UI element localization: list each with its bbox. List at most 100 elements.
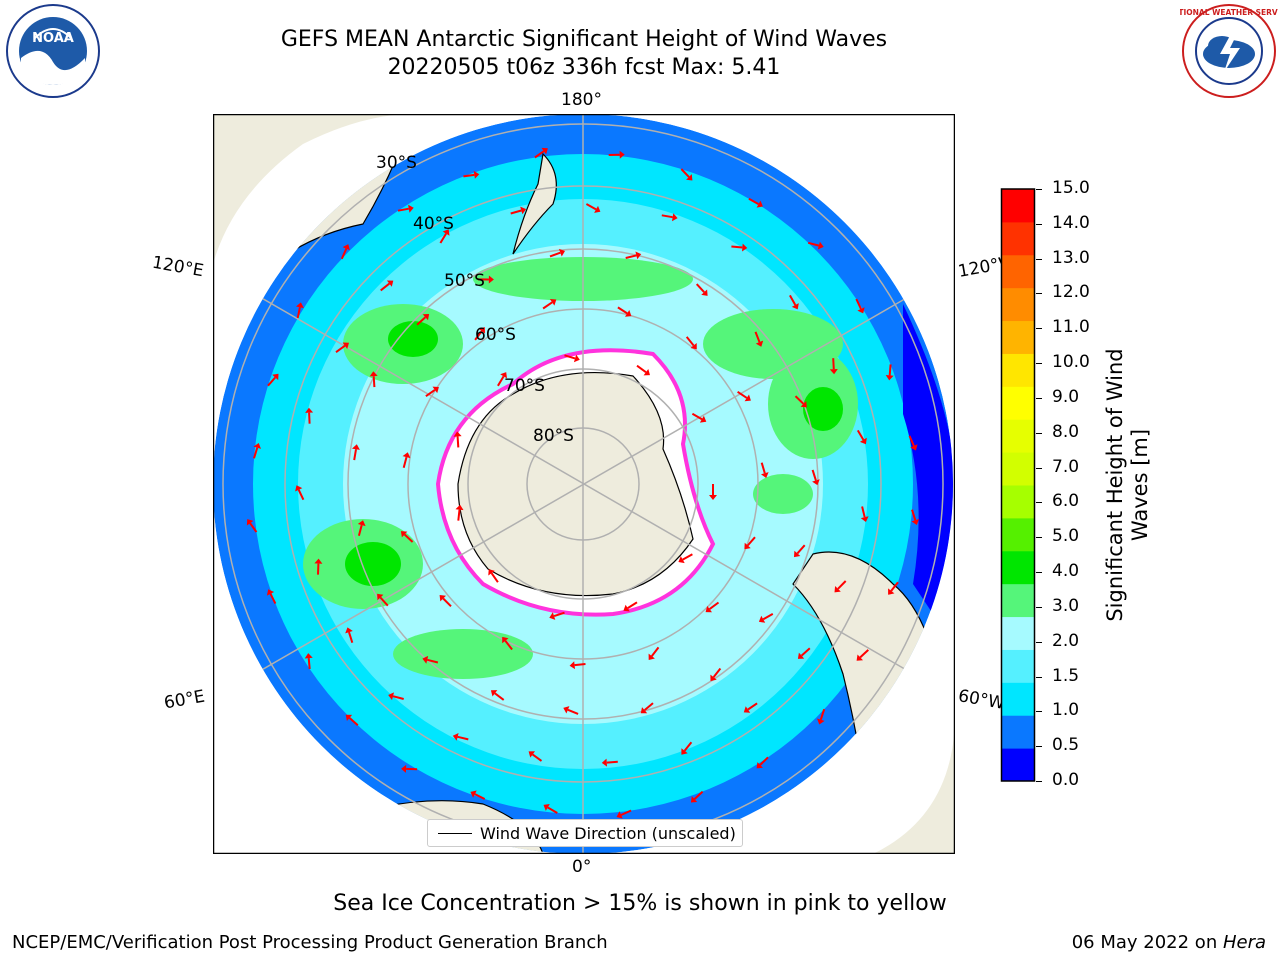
wave-arrow bbox=[685, 336, 695, 347]
wave-arrow bbox=[439, 233, 447, 244]
wave-arrow-head bbox=[342, 244, 350, 251]
wave-arrow-head bbox=[616, 811, 623, 819]
wave-arrow-head bbox=[272, 373, 279, 381]
wave-arrow-head bbox=[812, 479, 820, 486]
wave-arrow-head bbox=[342, 342, 349, 349]
wave-arrow bbox=[754, 331, 761, 343]
wave-arrow bbox=[759, 756, 769, 766]
wave-arrow bbox=[348, 717, 359, 726]
wave-arrow bbox=[442, 597, 452, 608]
wave-arrow-head bbox=[442, 229, 450, 236]
wave-arrow bbox=[510, 209, 522, 215]
colorbar-tick-label: 6.0 bbox=[1052, 491, 1080, 512]
wave-arrow-head bbox=[543, 804, 550, 811]
wave-arrow bbox=[606, 760, 618, 764]
wave-arrow bbox=[267, 376, 276, 387]
lon-label-60w: 60°W bbox=[956, 686, 1007, 714]
wave-arrow bbox=[819, 708, 826, 721]
antarctica bbox=[457, 372, 694, 597]
wave-arrow-head bbox=[569, 661, 575, 670]
colorbar-tick-mark bbox=[1036, 363, 1042, 365]
colorbar-segment bbox=[1001, 583, 1035, 618]
wave-arrow bbox=[796, 544, 806, 555]
colorbar-tick-label: 0.5 bbox=[1052, 735, 1080, 756]
colorbar-tick-mark bbox=[1036, 711, 1042, 713]
wave-arrow-head bbox=[253, 443, 261, 449]
wave-arrow-head bbox=[761, 472, 769, 478]
wave-arrow-head bbox=[502, 636, 509, 644]
wave-arrow-head bbox=[623, 604, 630, 612]
wave-arrow-head bbox=[345, 714, 353, 721]
wave-arrow-head bbox=[594, 205, 601, 213]
map-frame bbox=[213, 114, 955, 854]
wave-arrow-head bbox=[756, 200, 763, 208]
wave-arrow bbox=[693, 790, 704, 800]
wave-arrow-head bbox=[755, 340, 764, 347]
colorbar-tick-label: 11.0 bbox=[1052, 317, 1090, 338]
wave-arrow-head bbox=[295, 485, 303, 492]
wave-arrow-head bbox=[756, 762, 763, 769]
wave-arrow bbox=[709, 601, 720, 610]
wave-arrow bbox=[762, 613, 774, 621]
wave-arrow-head bbox=[672, 213, 678, 222]
wave-arrow bbox=[564, 354, 576, 360]
colorbar-tick-mark bbox=[1036, 397, 1042, 399]
low-wave-fringe bbox=[903, 304, 953, 614]
footer-credit: NCEP/EMC/Verification Post Processing Pr… bbox=[12, 932, 608, 953]
wave-arrow bbox=[308, 412, 311, 424]
colorbar-segment bbox=[1001, 452, 1035, 486]
wave-arrow-head bbox=[500, 372, 507, 379]
sea-ice-note: Sea Ice Concentration > 15% is shown in … bbox=[333, 891, 947, 916]
wave-arrow bbox=[474, 793, 486, 800]
noaa-logo-text: NOAA bbox=[32, 31, 74, 46]
wave-arrow-head bbox=[758, 615, 766, 623]
wave-arrow bbox=[859, 649, 869, 659]
colorbar-segment bbox=[1001, 419, 1035, 453]
wave-arrow bbox=[712, 667, 722, 678]
wave-arrow-head bbox=[643, 369, 650, 376]
colorbar-tick-mark bbox=[1036, 293, 1042, 295]
wave-arrow-head bbox=[601, 758, 607, 767]
wave-arrow-head bbox=[266, 589, 275, 596]
wave-arrow bbox=[760, 462, 766, 474]
wave-arrow bbox=[911, 509, 917, 521]
chart-title: GEFS MEAN Antarctic Significant Height o… bbox=[280, 27, 888, 52]
wave-arrow-head bbox=[800, 401, 807, 408]
wave-arrow-head bbox=[452, 733, 459, 741]
wave-arrow-head bbox=[377, 593, 384, 601]
wave-arrow bbox=[497, 375, 505, 387]
colorbar-tick-mark bbox=[1036, 781, 1042, 782]
colorbar-tick-mark bbox=[1036, 537, 1042, 539]
wave-arrow bbox=[861, 506, 866, 518]
wave-arrow-head bbox=[619, 150, 625, 159]
colorbar-segment bbox=[1001, 221, 1035, 256]
wave-arrow-head bbox=[710, 674, 717, 682]
wave-arrow-head bbox=[743, 706, 751, 713]
nws-logo: NATIONAL WEATHER SERVICE bbox=[1180, 4, 1278, 98]
wave-arrow bbox=[249, 522, 258, 533]
wave-arrow-head bbox=[678, 556, 685, 564]
wave-arrow bbox=[748, 197, 759, 205]
nws-logo-text: NATIONAL WEATHER SERVICE bbox=[1180, 8, 1278, 17]
wave-arrow bbox=[890, 581, 899, 592]
colorbar-segment bbox=[1001, 517, 1035, 552]
wave-arrow-head bbox=[648, 653, 655, 660]
wave-arrow bbox=[627, 601, 638, 609]
wave-arrow-head bbox=[573, 354, 580, 363]
wave-arrow-head bbox=[488, 569, 495, 576]
wave-arrow bbox=[800, 647, 811, 657]
wave-arrow bbox=[463, 173, 475, 178]
wave-arrow-head bbox=[369, 371, 378, 377]
wave-arrow bbox=[348, 631, 354, 643]
wave-arrow bbox=[457, 735, 469, 741]
wave-arrow-head bbox=[742, 243, 748, 252]
wave-arrow bbox=[335, 344, 346, 354]
wave-arrow-head bbox=[432, 386, 439, 394]
wave-arrow bbox=[416, 316, 426, 326]
wave-arrow-head bbox=[549, 612, 556, 620]
wave-arrow-head bbox=[635, 251, 642, 260]
colorbar-segment bbox=[1001, 616, 1035, 650]
wave-arrow-head bbox=[681, 748, 688, 755]
colorbar-segment bbox=[1001, 287, 1035, 322]
wave-arrow bbox=[504, 640, 513, 651]
